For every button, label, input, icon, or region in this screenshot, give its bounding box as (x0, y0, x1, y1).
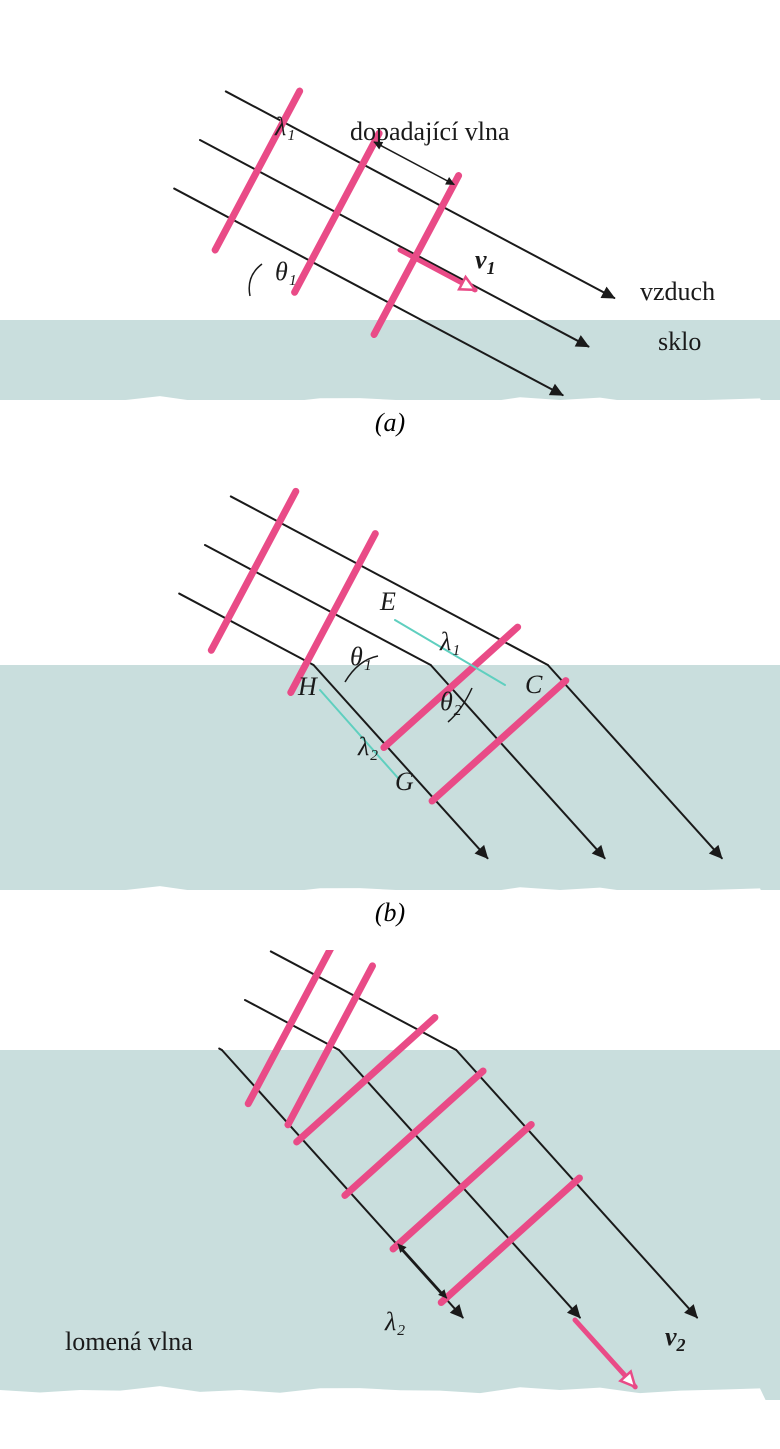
svg-text:λ₁: λ₁ (274, 112, 295, 141)
svg-text:C: C (525, 670, 543, 699)
diagram-b: E H C Gλ₁ λ₂ θ₁ θ₂ (0, 460, 780, 890)
svg-text:vzduch: vzduch (640, 277, 715, 306)
svg-text:λ₂: λ₂ (357, 732, 378, 761)
svg-text:sklo: sklo (658, 327, 701, 356)
panel-a: λ₁ θ₁ dopadající vlna vzduch sklo v1 (0, 0, 780, 400)
panel-b: E H C Gλ₁ λ₂ θ₁ θ₂ (0, 460, 780, 890)
svg-text:λ₁: λ₁ (439, 627, 460, 656)
svg-text:E: E (379, 587, 396, 616)
svg-text:θ₂: θ₂ (440, 687, 462, 716)
diagram-c: λ₂lomená vlnav2 (0, 950, 780, 1400)
svg-text:θ₁: θ₁ (275, 257, 297, 286)
svg-text:H: H (297, 672, 318, 701)
caption-a: (a) (0, 408, 780, 438)
caption-b: (b) (0, 898, 780, 928)
svg-text:lomená vlna: lomená vlna (65, 1327, 193, 1356)
svg-text:v1: v1 (475, 245, 496, 278)
svg-text:θ₁: θ₁ (350, 642, 372, 671)
svg-text:G: G (395, 767, 414, 796)
svg-text:λ₂: λ₂ (384, 1307, 405, 1336)
diagram-a: λ₁ θ₁ dopadající vlna vzduch sklo v1 (0, 0, 780, 400)
svg-text:dopadající vlna: dopadající vlna (350, 117, 510, 146)
panel-c: λ₂lomená vlnav2 (0, 950, 780, 1400)
